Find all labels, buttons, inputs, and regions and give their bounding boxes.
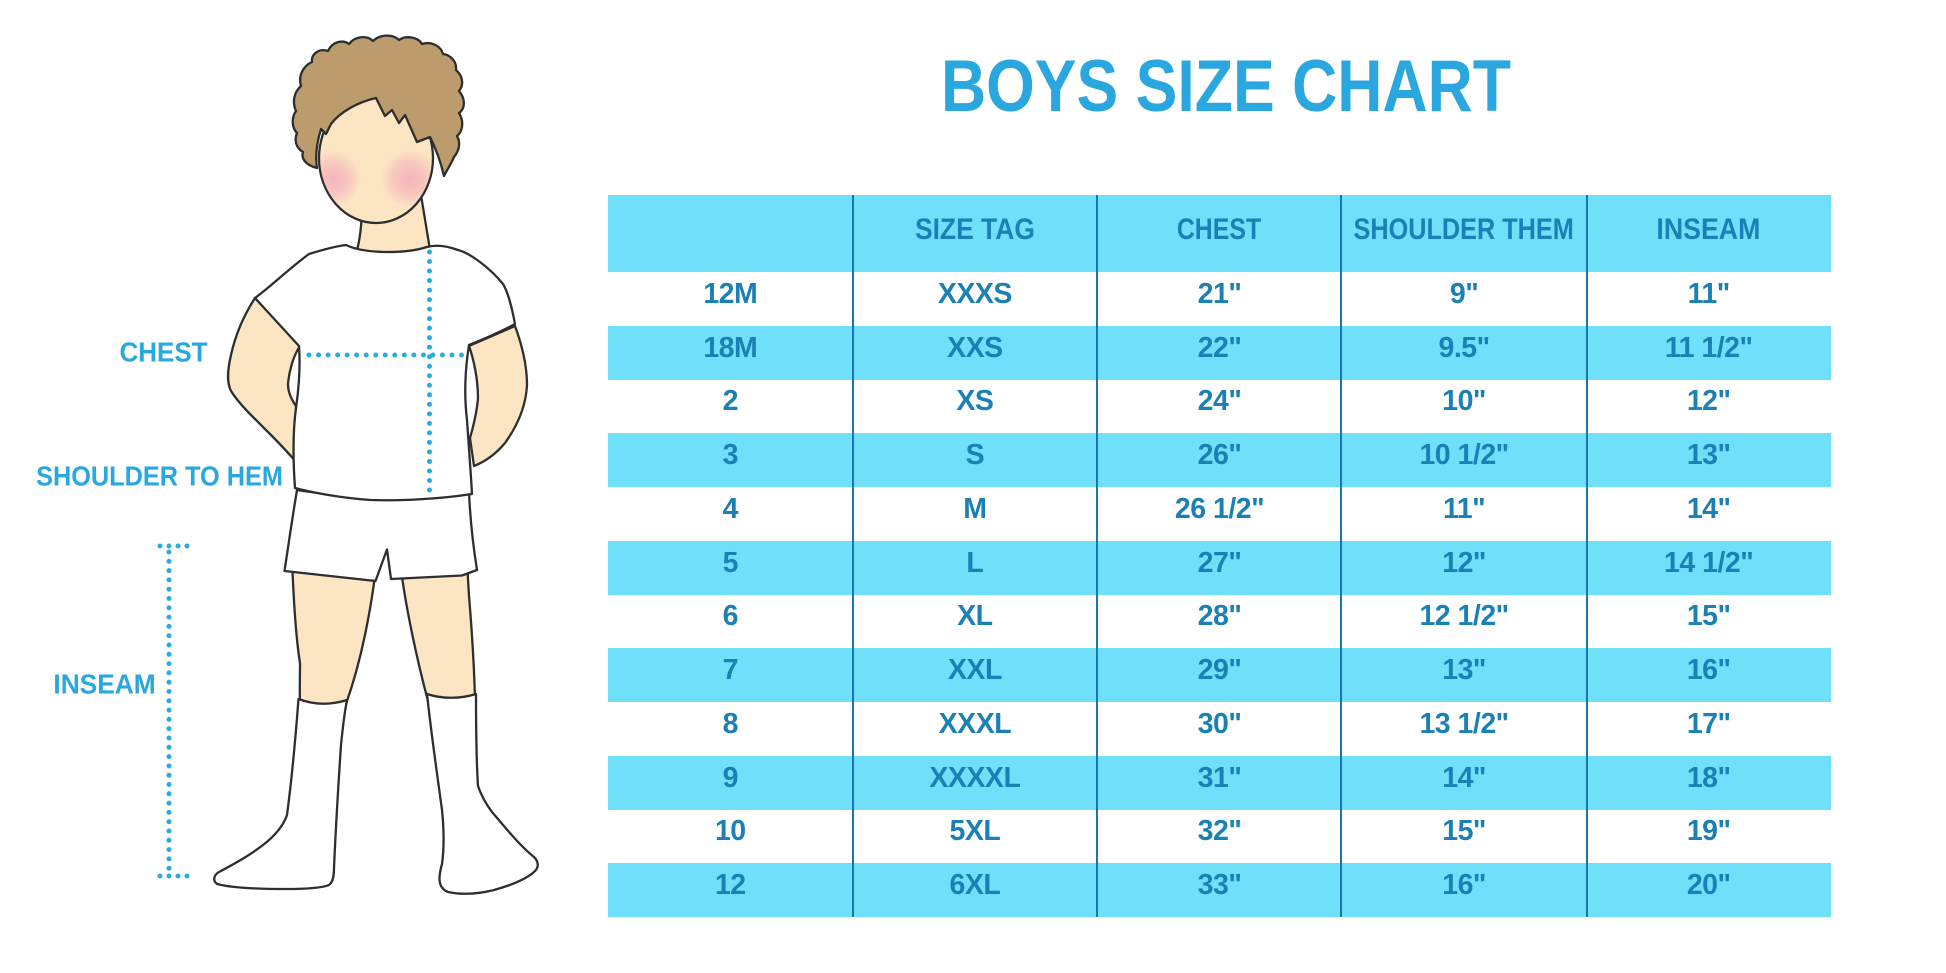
svg-text:SHOULDER TO HEM: SHOULDER TO HEM [36, 461, 283, 492]
svg-text:CHEST: CHEST [119, 337, 208, 368]
svg-text:INSEAM: INSEAM [53, 669, 155, 700]
